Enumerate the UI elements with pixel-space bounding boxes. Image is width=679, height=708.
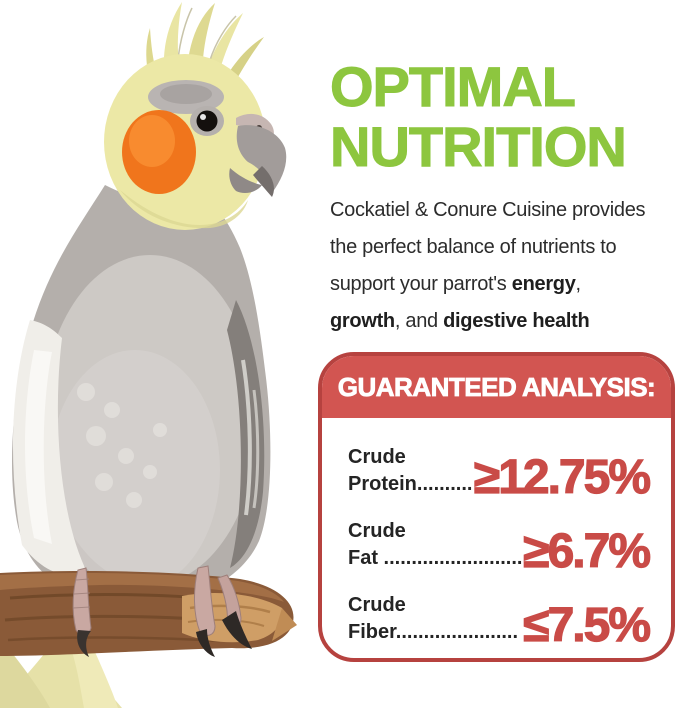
analysis-row-protein: Crude Protein.......... ≥12.75% — [348, 444, 652, 504]
analysis-row-fiber: Crude Fiber...................... ≤7.5% — [348, 592, 652, 652]
highlight-growth: growth — [330, 310, 395, 332]
description-line: support your parrot's energy, — [330, 266, 675, 303]
headline: OPTIMAL NUTRITION — [330, 55, 675, 178]
cockatiel-photo — [0, 2, 297, 708]
description-text: support your parrot's — [330, 273, 512, 295]
branch — [0, 571, 297, 656]
analysis-body: Crude Protein.......... ≥12.75% Crude Fa… — [322, 418, 671, 652]
highlight-energy: energy — [511, 273, 576, 295]
analysis-label-line: Crude — [348, 520, 406, 542]
description-text: , and — [394, 310, 444, 332]
analysis-label: Crude Fat ......................... — [348, 518, 523, 572]
description: Cockatiel & Conure Cuisine provides the … — [330, 192, 675, 340]
description-line: the perfect balance of nutrients to — [330, 236, 617, 258]
cheek-patch — [122, 110, 196, 194]
analysis-label-line: Fat ......................... — [348, 547, 523, 569]
guaranteed-analysis-card: GUARANTEED ANALYSIS: Crude Protein......… — [318, 352, 675, 662]
bird-head — [104, 54, 287, 230]
analysis-header: GUARANTEED ANALYSIS: — [322, 356, 671, 418]
analysis-value: ≤7.5% — [523, 599, 652, 652]
eye — [190, 106, 224, 136]
headline-line2: NUTRITION — [330, 115, 628, 178]
analysis-label-line: Crude — [348, 446, 406, 468]
analysis-label-line: Fiber...................... — [348, 621, 519, 643]
description-line: growth, and digestive health — [330, 303, 675, 340]
beak — [229, 113, 287, 197]
headline-line1: OPTIMAL — [330, 55, 577, 118]
analysis-value: ≥6.7% — [523, 525, 652, 578]
highlight-digestive-health: digestive health — [443, 310, 590, 332]
description-text: , — [575, 273, 582, 295]
bird-body — [12, 185, 271, 604]
analysis-label-line: Protein.......... — [348, 473, 473, 495]
description-line: Cockatiel & Conure Cuisine provides — [330, 199, 646, 221]
analysis-label-line: Crude — [348, 594, 406, 616]
feet — [72, 565, 252, 657]
analysis-row-fat: Crude Fat ......................... ≥6.7… — [348, 518, 652, 578]
analysis-label: Crude Fiber...................... — [348, 592, 523, 646]
text-column: OPTIMAL NUTRITION Cockatiel & Conure Cui… — [330, 55, 675, 340]
analysis-value: ≥12.75% — [473, 451, 651, 504]
tail-feathers — [0, 636, 122, 708]
analysis-label: Crude Protein.......... — [348, 444, 474, 498]
